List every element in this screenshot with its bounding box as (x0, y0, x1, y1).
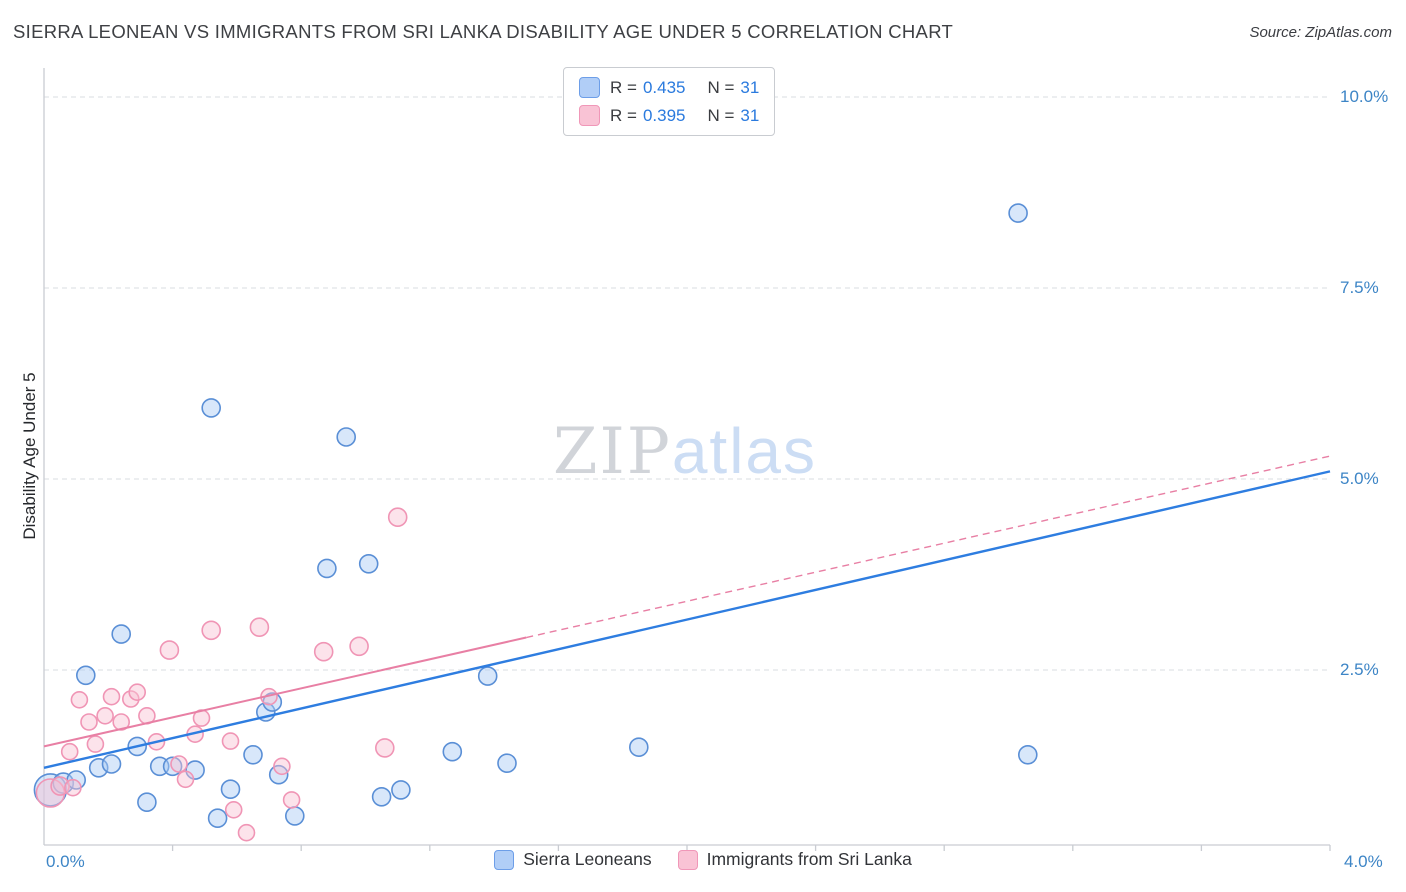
series-legend-label: Immigrants from Sri Lanka (706, 849, 912, 869)
series-legend-item-sierra-leoneans: Sierra Leoneans (494, 849, 652, 870)
scatter-point (207, 808, 228, 829)
scatter-point (170, 755, 188, 773)
scatter-point (387, 507, 408, 528)
series-legend: Sierra Leoneans Immigrants from Sri Lank… (0, 849, 1406, 870)
scatter-point (497, 753, 517, 774)
scatter-point (477, 666, 498, 686)
source-credit: Source: ZipAtlas.com (1249, 24, 1392, 41)
scatter-point (358, 553, 379, 574)
scatter-point (391, 780, 411, 800)
scatter-point (185, 760, 205, 780)
scatter-point (86, 735, 105, 753)
sri-lanka-trend-line (43, 455, 1331, 748)
scatter-point (282, 791, 301, 809)
n-value: 31 (740, 77, 760, 97)
correlation-legend: R = 0.435 N = 31 R = 0.395 N = 31 (563, 67, 776, 136)
watermark-atlas-text: atlas (671, 415, 817, 487)
scatter-point (221, 732, 240, 750)
scatter-point (224, 800, 243, 819)
y-tick-label-10: 10.0% (1340, 87, 1389, 106)
y-tick-label-7-5: 7.5% (1340, 278, 1379, 297)
blue-series-swatch (579, 77, 600, 98)
r-label: R = (610, 77, 637, 97)
scatter-point (80, 713, 98, 731)
scatter-point (137, 792, 157, 813)
scatter-point (176, 770, 195, 789)
pink-series-swatch (677, 849, 698, 870)
scatter-point (159, 640, 180, 660)
scatter-point (249, 617, 270, 638)
scatter-point (102, 687, 121, 706)
x-tick-label-min: 0.0% (46, 852, 85, 871)
scatter-point (70, 690, 89, 709)
scatter-point (317, 558, 337, 579)
series-legend-item-sri-lanka: Immigrants from Sri Lanka (677, 849, 912, 870)
scatter-point (162, 756, 183, 777)
sierra-leonean-trend-line (43, 470, 1331, 769)
y-tick-label-2-5: 2.5% (1340, 660, 1379, 679)
x-tick-label-max: 4.0% (1344, 852, 1383, 871)
series-legend-label: Sierra Leoneans (523, 849, 652, 869)
scatter-point (273, 757, 291, 776)
watermark-zip-text: ZIP (553, 415, 672, 489)
blue-series-swatch (494, 849, 515, 870)
scatter-point (1018, 744, 1038, 765)
scatter-point (128, 683, 146, 702)
scatter-point (237, 823, 256, 842)
scatter-point (374, 738, 395, 758)
scatter-point (64, 778, 82, 797)
correlation-legend-row-sierra-leoneans: R = 0.435 N = 31 (579, 77, 759, 98)
correlation-legend-row-sri-lanka: R = 0.395 N = 31 (579, 105, 759, 126)
zipatlas-watermark: ZIPatlas (553, 414, 817, 489)
scatter-point (201, 398, 221, 418)
scatter-point (336, 427, 357, 447)
r-value: 0.435 (642, 77, 686, 97)
scatter-point (313, 641, 334, 662)
axis-lines (43, 68, 1331, 851)
scatter-point (371, 786, 392, 807)
y-axis-title: Disability Age Under 5 (20, 372, 39, 540)
scatter-point (284, 806, 305, 826)
n-label: N = (707, 77, 735, 97)
sri-lanka-points (35, 507, 408, 842)
n-label: N = (707, 105, 735, 125)
r-label: R = (610, 105, 637, 125)
scatter-point (201, 620, 221, 641)
scatter-point (628, 737, 649, 758)
scatter-point (76, 665, 96, 686)
r-value: 0.395 (642, 105, 686, 125)
scatter-point (1008, 203, 1028, 223)
scatter-point (349, 636, 369, 657)
n-value: 31 (740, 105, 760, 125)
pink-series-swatch (579, 105, 600, 126)
scatter-point (122, 690, 140, 708)
scatter-point (60, 742, 79, 761)
gridlines (44, 96, 1330, 671)
scatter-point (101, 754, 122, 774)
scatter-point (112, 713, 130, 731)
page-title: SIERRA LEONEAN VS IMMIGRANTS FROM SRI LA… (13, 21, 954, 42)
y-tick-label-5: 5.0% (1340, 469, 1379, 488)
sierra-leonean-points (33, 203, 1038, 829)
scatter-point (243, 744, 263, 765)
scatter-point (35, 778, 66, 808)
scatter-point (442, 741, 463, 762)
scatter-point (111, 624, 131, 644)
scatter-point (96, 706, 114, 725)
scatter-point (220, 779, 241, 800)
